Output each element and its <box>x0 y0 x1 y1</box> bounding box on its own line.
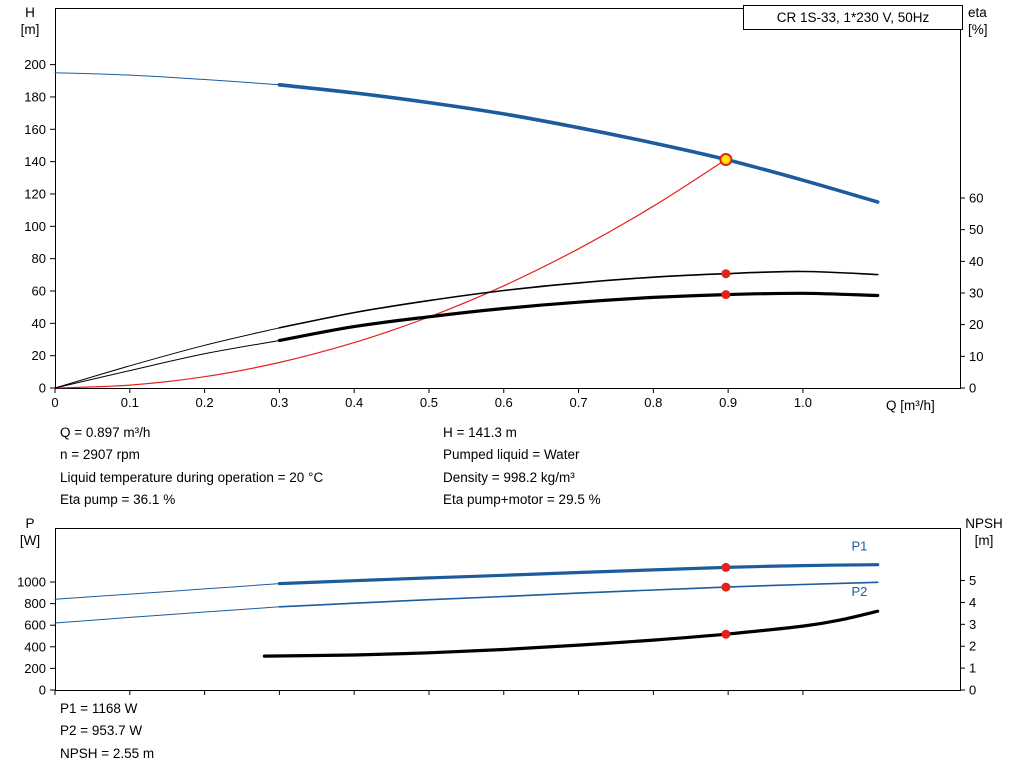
axis-title-line: [%] <box>968 22 988 37</box>
axis-title-line: [W] <box>19 533 41 548</box>
y-right-tick-label: 5 <box>969 573 976 588</box>
y-right-tick-label: 4 <box>969 595 976 610</box>
info-line-temperature: Liquid temperature during operation = 20… <box>60 469 324 485</box>
duty-point-eta-pump-motor <box>721 290 731 300</box>
y-right-tick-label: 0 <box>969 683 976 698</box>
h-curve-lead <box>54 72 280 86</box>
x-tick-label: 1.0 <box>794 395 812 410</box>
p1-curve-lead <box>54 583 280 600</box>
y-right-tick-label: 20 <box>969 317 983 332</box>
h-axis-title: H [m] <box>12 4 48 38</box>
p2-curve <box>278 581 879 608</box>
y-right-tick-label: 1 <box>969 661 976 676</box>
y-right-tick-label: 3 <box>969 617 976 632</box>
eta-axis-title: eta [%] <box>968 4 988 38</box>
power-npsh-chart-frame <box>55 528 961 691</box>
duty-point-h <box>719 153 733 166</box>
y-left-tick-label: 140 <box>24 154 46 169</box>
axis-title-line: eta <box>968 5 987 20</box>
duty-info-bottom: P1 = 1168 W P2 = 953.7 W NPSH = 2.55 m <box>60 698 154 765</box>
info-line-q: Q = 0.897 m³/h <box>60 425 151 440</box>
eta-pump-curve <box>278 270 879 329</box>
eta-pump-motor-curve <box>277 291 880 343</box>
info-line-npsh: NPSH = 2.55 m <box>60 745 155 761</box>
y-left-tick-label: 200 <box>24 57 46 72</box>
info-line-liquid: Pumped liquid = Water <box>443 447 580 463</box>
eta-pump-lead <box>54 327 280 389</box>
y-left-tick-label: 600 <box>24 618 46 633</box>
x-tick-label: 0.7 <box>570 395 588 410</box>
pump-model-title: CR 1S-33, 1*230 V, 50Hz <box>743 5 963 30</box>
system-curve <box>54 158 727 389</box>
y-left-tick-label: 0 <box>39 381 46 396</box>
y-left-tick-label: 1000 <box>17 575 46 590</box>
duty-info-right: H = 141.3 m Pumped liquid = Water Densit… <box>443 422 601 512</box>
y-left-tick-label: 80 <box>32 251 46 266</box>
y-right-tick-label: 60 <box>969 191 983 206</box>
duty-point-npsh <box>721 629 731 639</box>
info-line-h: H = 141.3 m <box>443 425 517 440</box>
y-left-tick-label: 0 <box>39 683 46 698</box>
duty-point-p1 <box>721 562 731 572</box>
axis-title-line: [m] <box>20 22 40 37</box>
p1-curve <box>277 563 880 586</box>
y-right-tick-label: 50 <box>969 222 983 237</box>
h-curve <box>277 83 880 204</box>
y-right-tick-label: 2 <box>969 639 976 654</box>
y-right-tick-label: 30 <box>969 286 983 301</box>
x-tick-label: 0.4 <box>345 395 363 410</box>
y-left-tick-label: 60 <box>32 283 46 298</box>
x-tick-label: 0 <box>51 395 58 410</box>
p2-curve-lead <box>54 606 280 624</box>
y-left-tick-label: 40 <box>32 316 46 331</box>
x-tick-label: 0.3 <box>270 395 288 410</box>
y-left-tick-label: 20 <box>32 348 46 363</box>
npsh-curve <box>262 609 880 658</box>
x-tick-label: 0.2 <box>196 395 214 410</box>
qh-eta-chart-frame <box>55 8 961 389</box>
y-left-tick-label: 160 <box>24 122 46 137</box>
info-line-n: n = 2907 rpm <box>60 447 140 463</box>
y-left-tick-label: 120 <box>24 186 46 201</box>
q-axis-title: Q [m³/h] <box>886 398 935 413</box>
y-right-tick-label: 40 <box>969 254 983 269</box>
info-line-p1: P1 = 1168 W <box>60 701 138 716</box>
duty-point-eta-pump <box>721 269 731 279</box>
x-tick-label: 0.9 <box>719 395 737 410</box>
axis-title-line: H <box>25 5 35 20</box>
info-line-eta-pump-motor: Eta pump+motor = 29.5 % <box>443 492 601 508</box>
axis-title-line: [m] <box>974 533 994 548</box>
npsh-axis-title: NPSH [m] <box>952 515 1016 549</box>
info-line-p2: P2 = 953.7 W <box>60 723 143 739</box>
x-tick-label: 0.5 <box>420 395 438 410</box>
x-tick-label: 0.6 <box>495 395 513 410</box>
x-tick-label: 0.1 <box>121 395 139 410</box>
duty-info-left: Q = 0.897 m³/h n = 2907 rpm Liquid tempe… <box>60 422 323 512</box>
p-axis-title: P [W] <box>12 515 48 549</box>
info-line-density: Density = 998.2 kg/m³ <box>443 469 575 485</box>
y-right-tick-label: 10 <box>969 349 983 364</box>
p1-series-label: P1 <box>852 539 868 554</box>
y-right-tick-label: 0 <box>969 381 976 396</box>
y-left-tick-label: 200 <box>24 661 46 676</box>
y-left-tick-label: 400 <box>24 639 46 654</box>
y-left-tick-label: 800 <box>24 596 46 611</box>
duty-point-p2 <box>721 582 731 592</box>
eta-pump-motor-lead <box>54 340 280 389</box>
axis-title-line: P <box>25 516 35 531</box>
p2-series-label: P2 <box>852 584 868 599</box>
axis-title-line: NPSH <box>965 516 1003 531</box>
y-left-tick-label: 100 <box>24 219 46 234</box>
info-line-eta-pump: Eta pump = 36.1 % <box>60 492 176 508</box>
y-left-tick-label: 180 <box>24 89 46 104</box>
x-tick-label: 0.8 <box>644 395 662 410</box>
